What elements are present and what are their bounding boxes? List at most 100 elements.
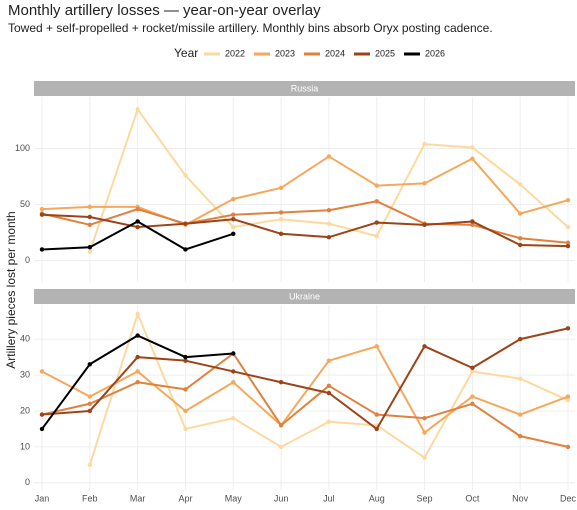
x-tick-label: Nov (512, 493, 529, 503)
data-point (278, 185, 284, 191)
legend-label: 2026 (425, 48, 445, 58)
data-point (231, 369, 236, 374)
y-tick-label: 50 (20, 199, 30, 209)
data-point (183, 426, 188, 432)
data-point (135, 333, 140, 338)
series-line (41, 327, 569, 430)
data-point (135, 369, 140, 374)
data-point (39, 247, 45, 252)
data-point (87, 245, 93, 250)
x-tick-label: Jan (35, 493, 50, 503)
series-line (41, 200, 569, 244)
data-point (374, 412, 379, 417)
data-point (470, 365, 475, 371)
data-point (87, 401, 93, 406)
data-point (183, 221, 188, 226)
data-point (422, 141, 427, 147)
data-point (470, 394, 475, 399)
data-point (278, 380, 284, 385)
data-point (183, 173, 188, 178)
data-point (278, 210, 284, 215)
y-tick-label: 40 (20, 334, 30, 344)
data-point (517, 211, 523, 216)
data-point (422, 415, 427, 421)
data-point (231, 224, 236, 230)
data-point (183, 387, 188, 392)
legend-title: Year (174, 46, 198, 60)
data-point (326, 383, 332, 389)
data-point (183, 358, 188, 363)
data-point (470, 156, 475, 161)
data-point (135, 206, 140, 212)
data-point (326, 221, 332, 226)
x-tick-label: Mar (130, 493, 146, 503)
data-point (278, 444, 284, 450)
y-tick-label: 10 (20, 441, 30, 451)
y-tick-label: 20 (20, 405, 30, 415)
data-point (326, 208, 332, 213)
data-point (87, 408, 93, 414)
data-point (87, 249, 93, 254)
data-point (422, 181, 427, 186)
data-point (565, 397, 571, 403)
data-point (87, 394, 93, 399)
x-tick-label: Feb (82, 493, 98, 503)
strip-label: Ukraine (289, 291, 320, 301)
data-point (231, 196, 236, 202)
data-point (278, 231, 284, 236)
legend-label: 2022 (225, 48, 245, 58)
data-point (87, 362, 93, 367)
data-point (135, 219, 140, 224)
data-point (470, 219, 475, 224)
data-point (135, 224, 140, 230)
data-point (135, 354, 140, 360)
x-tick-label: Apr (178, 493, 192, 503)
data-point (326, 419, 332, 424)
data-point (87, 204, 93, 210)
data-point (231, 380, 236, 385)
data-point (326, 390, 332, 396)
legend-label: 2025 (375, 48, 395, 58)
data-point (326, 358, 332, 363)
data-point (87, 222, 93, 228)
data-point (39, 206, 45, 212)
data-point (422, 222, 427, 228)
data-point (326, 234, 332, 240)
data-point (565, 197, 571, 203)
series-line (41, 155, 569, 226)
data-point (374, 344, 379, 349)
data-point (326, 154, 332, 159)
data-point (565, 243, 571, 249)
data-point (422, 430, 427, 435)
data-point (422, 344, 427, 349)
data-point (231, 231, 236, 236)
data-point (39, 412, 45, 417)
legend-label: 2023 (275, 48, 295, 58)
series-line (41, 345, 569, 434)
data-point (87, 462, 93, 468)
data-point (565, 444, 571, 450)
data-point (231, 217, 236, 222)
data-point (39, 369, 45, 374)
data-point (374, 220, 379, 225)
x-tick-label: Jun (274, 493, 289, 503)
y-tick-label: 30 (20, 369, 30, 379)
data-point (39, 212, 45, 217)
data-point (517, 412, 523, 417)
x-tick-label: Aug (369, 493, 385, 503)
legend-label: 2024 (325, 48, 345, 58)
y-tick-label: 0 (25, 255, 30, 265)
data-point (183, 247, 188, 252)
x-tick-label: May (225, 493, 243, 503)
data-point (470, 222, 475, 228)
data-point (422, 455, 427, 460)
y-tick-label: 0 (25, 477, 30, 487)
strip-background (34, 289, 575, 304)
series-line (41, 352, 569, 448)
data-point (135, 107, 140, 112)
data-point (565, 394, 571, 399)
data-point (278, 423, 284, 428)
data-point (135, 380, 140, 385)
